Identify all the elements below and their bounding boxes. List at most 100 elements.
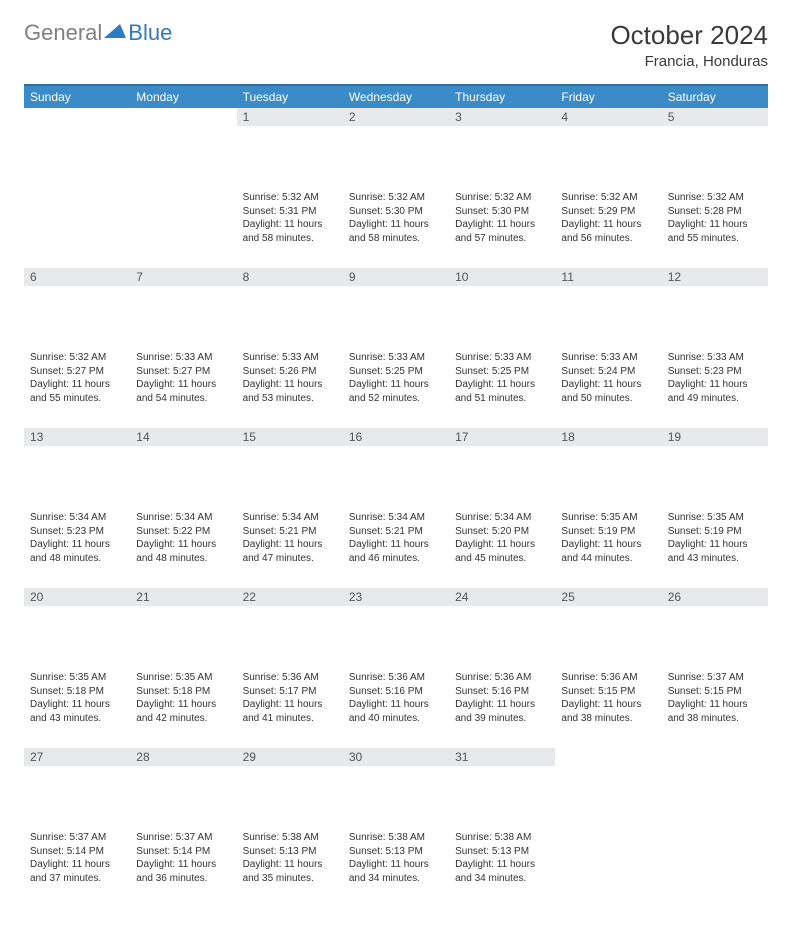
sunset-text: Sunset: 5:18 PM	[30, 685, 124, 699]
day-number: 15	[237, 428, 343, 446]
sunrise-text: Sunrise: 5:32 AM	[30, 351, 124, 365]
day-content: Sunrise: 5:32 AMSunset: 5:27 PMDaylight:…	[24, 348, 130, 411]
day-number: 17	[449, 428, 555, 446]
daylight-text: Daylight: 11 hours and 43 minutes.	[30, 698, 124, 725]
sunrise-text: Sunrise: 5:33 AM	[349, 351, 443, 365]
sunset-text: Sunset: 5:27 PM	[136, 365, 230, 379]
daynum-row: 13141516171819	[24, 428, 768, 508]
sunset-text: Sunset: 5:27 PM	[30, 365, 124, 379]
sunrise-text: Sunrise: 5:37 AM	[136, 831, 230, 845]
weekday-header: Monday	[130, 85, 236, 108]
daynum-cell	[662, 748, 768, 828]
sunset-text: Sunset: 5:21 PM	[349, 525, 443, 539]
daylight-text: Daylight: 11 hours and 38 minutes.	[561, 698, 655, 725]
sunset-text: Sunset: 5:18 PM	[136, 685, 230, 699]
day-number: 6	[24, 268, 130, 286]
sunset-text: Sunset: 5:26 PM	[243, 365, 337, 379]
daynum-cell: 26	[662, 588, 768, 668]
sunrise-text: Sunrise: 5:33 AM	[561, 351, 655, 365]
day-number: 16	[343, 428, 449, 446]
daynum-cell: 5	[662, 108, 768, 188]
day-content: Sunrise: 5:38 AMSunset: 5:13 PMDaylight:…	[343, 828, 449, 891]
daylight-text: Daylight: 11 hours and 53 minutes.	[243, 378, 337, 405]
sunrise-text: Sunrise: 5:33 AM	[243, 351, 337, 365]
day-cell: Sunrise: 5:33 AMSunset: 5:23 PMDaylight:…	[662, 348, 768, 428]
day-number: 31	[449, 748, 555, 766]
day-content: Sunrise: 5:38 AMSunset: 5:13 PMDaylight:…	[449, 828, 555, 891]
daynum-cell: 7	[130, 268, 236, 348]
daynum-cell: 14	[130, 428, 236, 508]
sunrise-text: Sunrise: 5:37 AM	[30, 831, 124, 845]
day-number: 1	[237, 108, 343, 126]
daynum-cell: 20	[24, 588, 130, 668]
daynum-cell: 15	[237, 428, 343, 508]
logo-triangle-icon	[104, 22, 126, 45]
daynum-row: 20212223242526	[24, 588, 768, 668]
sunset-text: Sunset: 5:14 PM	[30, 845, 124, 859]
day-cell: Sunrise: 5:38 AMSunset: 5:13 PMDaylight:…	[237, 828, 343, 908]
daynum-cell: 11	[555, 268, 661, 348]
day-content: Sunrise: 5:36 AMSunset: 5:16 PMDaylight:…	[343, 668, 449, 731]
day-number: 2	[343, 108, 449, 126]
day-cell: Sunrise: 5:32 AMSunset: 5:30 PMDaylight:…	[449, 188, 555, 268]
daynum-cell	[24, 108, 130, 188]
daylight-text: Daylight: 11 hours and 55 minutes.	[668, 218, 762, 245]
day-number: 12	[662, 268, 768, 286]
daylight-text: Daylight: 11 hours and 41 minutes.	[243, 698, 337, 725]
sunrise-text: Sunrise: 5:33 AM	[455, 351, 549, 365]
daynum-cell: 8	[237, 268, 343, 348]
day-content: Sunrise: 5:35 AMSunset: 5:19 PMDaylight:…	[555, 508, 661, 571]
day-cell: Sunrise: 5:35 AMSunset: 5:18 PMDaylight:…	[130, 668, 236, 748]
daynum-cell: 30	[343, 748, 449, 828]
daylight-text: Daylight: 11 hours and 47 minutes.	[243, 538, 337, 565]
week-row: Sunrise: 5:37 AMSunset: 5:14 PMDaylight:…	[24, 828, 768, 908]
day-number	[662, 748, 768, 752]
sunset-text: Sunset: 5:24 PM	[561, 365, 655, 379]
day-cell: Sunrise: 5:38 AMSunset: 5:13 PMDaylight:…	[449, 828, 555, 908]
daylight-text: Daylight: 11 hours and 56 minutes.	[561, 218, 655, 245]
month-title: October 2024	[610, 20, 768, 51]
daylight-text: Daylight: 11 hours and 58 minutes.	[243, 218, 337, 245]
calendar-page: General Blue October 2024 Francia, Hondu…	[0, 0, 792, 928]
sunrise-text: Sunrise: 5:35 AM	[30, 671, 124, 685]
day-cell: Sunrise: 5:33 AMSunset: 5:25 PMDaylight:…	[449, 348, 555, 428]
sunset-text: Sunset: 5:25 PM	[455, 365, 549, 379]
day-cell: Sunrise: 5:36 AMSunset: 5:16 PMDaylight:…	[343, 668, 449, 748]
day-cell: Sunrise: 5:36 AMSunset: 5:17 PMDaylight:…	[237, 668, 343, 748]
day-number: 20	[24, 588, 130, 606]
day-number: 8	[237, 268, 343, 286]
sunset-text: Sunset: 5:13 PM	[243, 845, 337, 859]
sunrise-text: Sunrise: 5:35 AM	[136, 671, 230, 685]
day-content: Sunrise: 5:32 AMSunset: 5:28 PMDaylight:…	[662, 188, 768, 251]
sunrise-text: Sunrise: 5:32 AM	[243, 191, 337, 205]
week-row: Sunrise: 5:34 AMSunset: 5:23 PMDaylight:…	[24, 508, 768, 588]
daylight-text: Daylight: 11 hours and 50 minutes.	[561, 378, 655, 405]
sunrise-text: Sunrise: 5:34 AM	[136, 511, 230, 525]
daynum-cell: 28	[130, 748, 236, 828]
day-content: Sunrise: 5:33 AMSunset: 5:23 PMDaylight:…	[662, 348, 768, 411]
daylight-text: Daylight: 11 hours and 48 minutes.	[136, 538, 230, 565]
daynum-row: 6789101112	[24, 268, 768, 348]
sunrise-text: Sunrise: 5:34 AM	[349, 511, 443, 525]
daynum-cell: 19	[662, 428, 768, 508]
daynum-cell: 9	[343, 268, 449, 348]
day-number: 26	[662, 588, 768, 606]
daynum-cell: 24	[449, 588, 555, 668]
day-content: Sunrise: 5:37 AMSunset: 5:15 PMDaylight:…	[662, 668, 768, 731]
daylight-text: Daylight: 11 hours and 49 minutes.	[668, 378, 762, 405]
week-row: Sunrise: 5:32 AMSunset: 5:27 PMDaylight:…	[24, 348, 768, 428]
day-content: Sunrise: 5:32 AMSunset: 5:30 PMDaylight:…	[343, 188, 449, 251]
daylight-text: Daylight: 11 hours and 35 minutes.	[243, 858, 337, 885]
sunrise-text: Sunrise: 5:35 AM	[561, 511, 655, 525]
daynum-cell: 22	[237, 588, 343, 668]
day-cell: Sunrise: 5:35 AMSunset: 5:18 PMDaylight:…	[24, 668, 130, 748]
daylight-text: Daylight: 11 hours and 51 minutes.	[455, 378, 549, 405]
daynum-cell	[555, 748, 661, 828]
day-cell: Sunrise: 5:32 AMSunset: 5:30 PMDaylight:…	[343, 188, 449, 268]
day-content: Sunrise: 5:36 AMSunset: 5:16 PMDaylight:…	[449, 668, 555, 731]
day-content: Sunrise: 5:38 AMSunset: 5:13 PMDaylight:…	[237, 828, 343, 891]
day-content: Sunrise: 5:34 AMSunset: 5:21 PMDaylight:…	[343, 508, 449, 571]
daynum-cell: 2	[343, 108, 449, 188]
sunrise-text: Sunrise: 5:34 AM	[455, 511, 549, 525]
logo-text-gray: General	[24, 20, 102, 46]
